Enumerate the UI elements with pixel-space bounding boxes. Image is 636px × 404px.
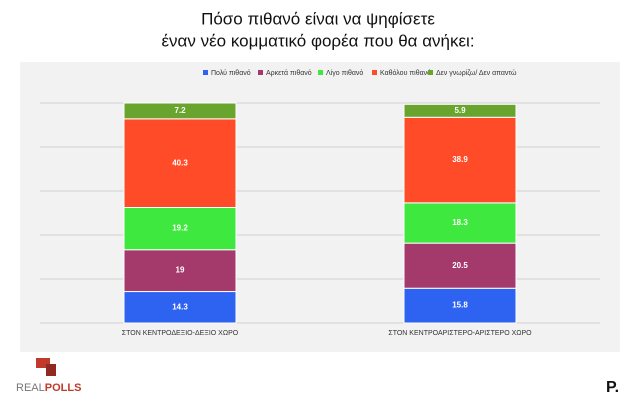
legend-swatch: [428, 70, 433, 75]
legend-label: Δεν γνωρίζω/ Δεν απαντώ: [436, 69, 517, 77]
bar-segment: [403, 202, 517, 244]
data-label: 19.2: [172, 224, 188, 233]
legend-swatch: [318, 70, 323, 75]
data-label: 19: [176, 266, 185, 275]
chart-title: Πόσο πιθανό είναι να ψηφίσετε: [201, 9, 435, 28]
legend-swatch: [372, 70, 377, 75]
chart-title: έναν νέο κομματικό φορέα που θα ανήκει:: [161, 31, 474, 50]
data-label: 5.9: [454, 106, 466, 115]
legend-label: Πολύ πιθανό: [211, 69, 251, 77]
data-label: 15.8: [452, 301, 468, 310]
legend-swatch: [203, 70, 208, 75]
data-label: 14.3: [172, 302, 188, 311]
bar-segment: [403, 242, 517, 289]
data-label: 20.5: [452, 261, 468, 270]
data-label: 40.3: [172, 158, 188, 167]
legend-swatch: [258, 70, 263, 75]
chart-panel: [20, 62, 620, 352]
bar-segment: [403, 116, 517, 204]
legend-label: Καθόλου πιθανό: [380, 69, 431, 77]
logo: REALPOLLS: [16, 358, 81, 394]
legend-label: Αρκετά πιθανό: [266, 69, 312, 77]
logo-icon: [36, 358, 50, 368]
logo-text: P.: [606, 379, 619, 396]
data-label: 38.9: [452, 155, 468, 164]
data-label: 7.2: [174, 106, 186, 115]
bar-segment: [403, 103, 517, 118]
logo-icon: [46, 364, 56, 376]
x-tick-label: ΣΤΟΝ ΚΕΝΤΡΟΑΡΙΣΤΕΡΟ-ΑΡΙΣΤΕΡΟ ΧΩΡΟ: [388, 330, 532, 337]
bar-segment: [123, 102, 237, 120]
legend-label: Λίγο πιθανό: [326, 69, 363, 77]
bar-segment: [123, 249, 237, 293]
bar-segment: [123, 207, 237, 251]
data-label: 18.3: [452, 218, 468, 227]
bar-segment: [123, 118, 237, 208]
x-tick-label: ΣΤΟΝ ΚΕΝΤΡΟΔΕΞΙΟ-ΔΕΞΙΟ ΧΩΡΟ: [122, 330, 239, 337]
logo-text: REALPOLLS: [16, 382, 81, 394]
